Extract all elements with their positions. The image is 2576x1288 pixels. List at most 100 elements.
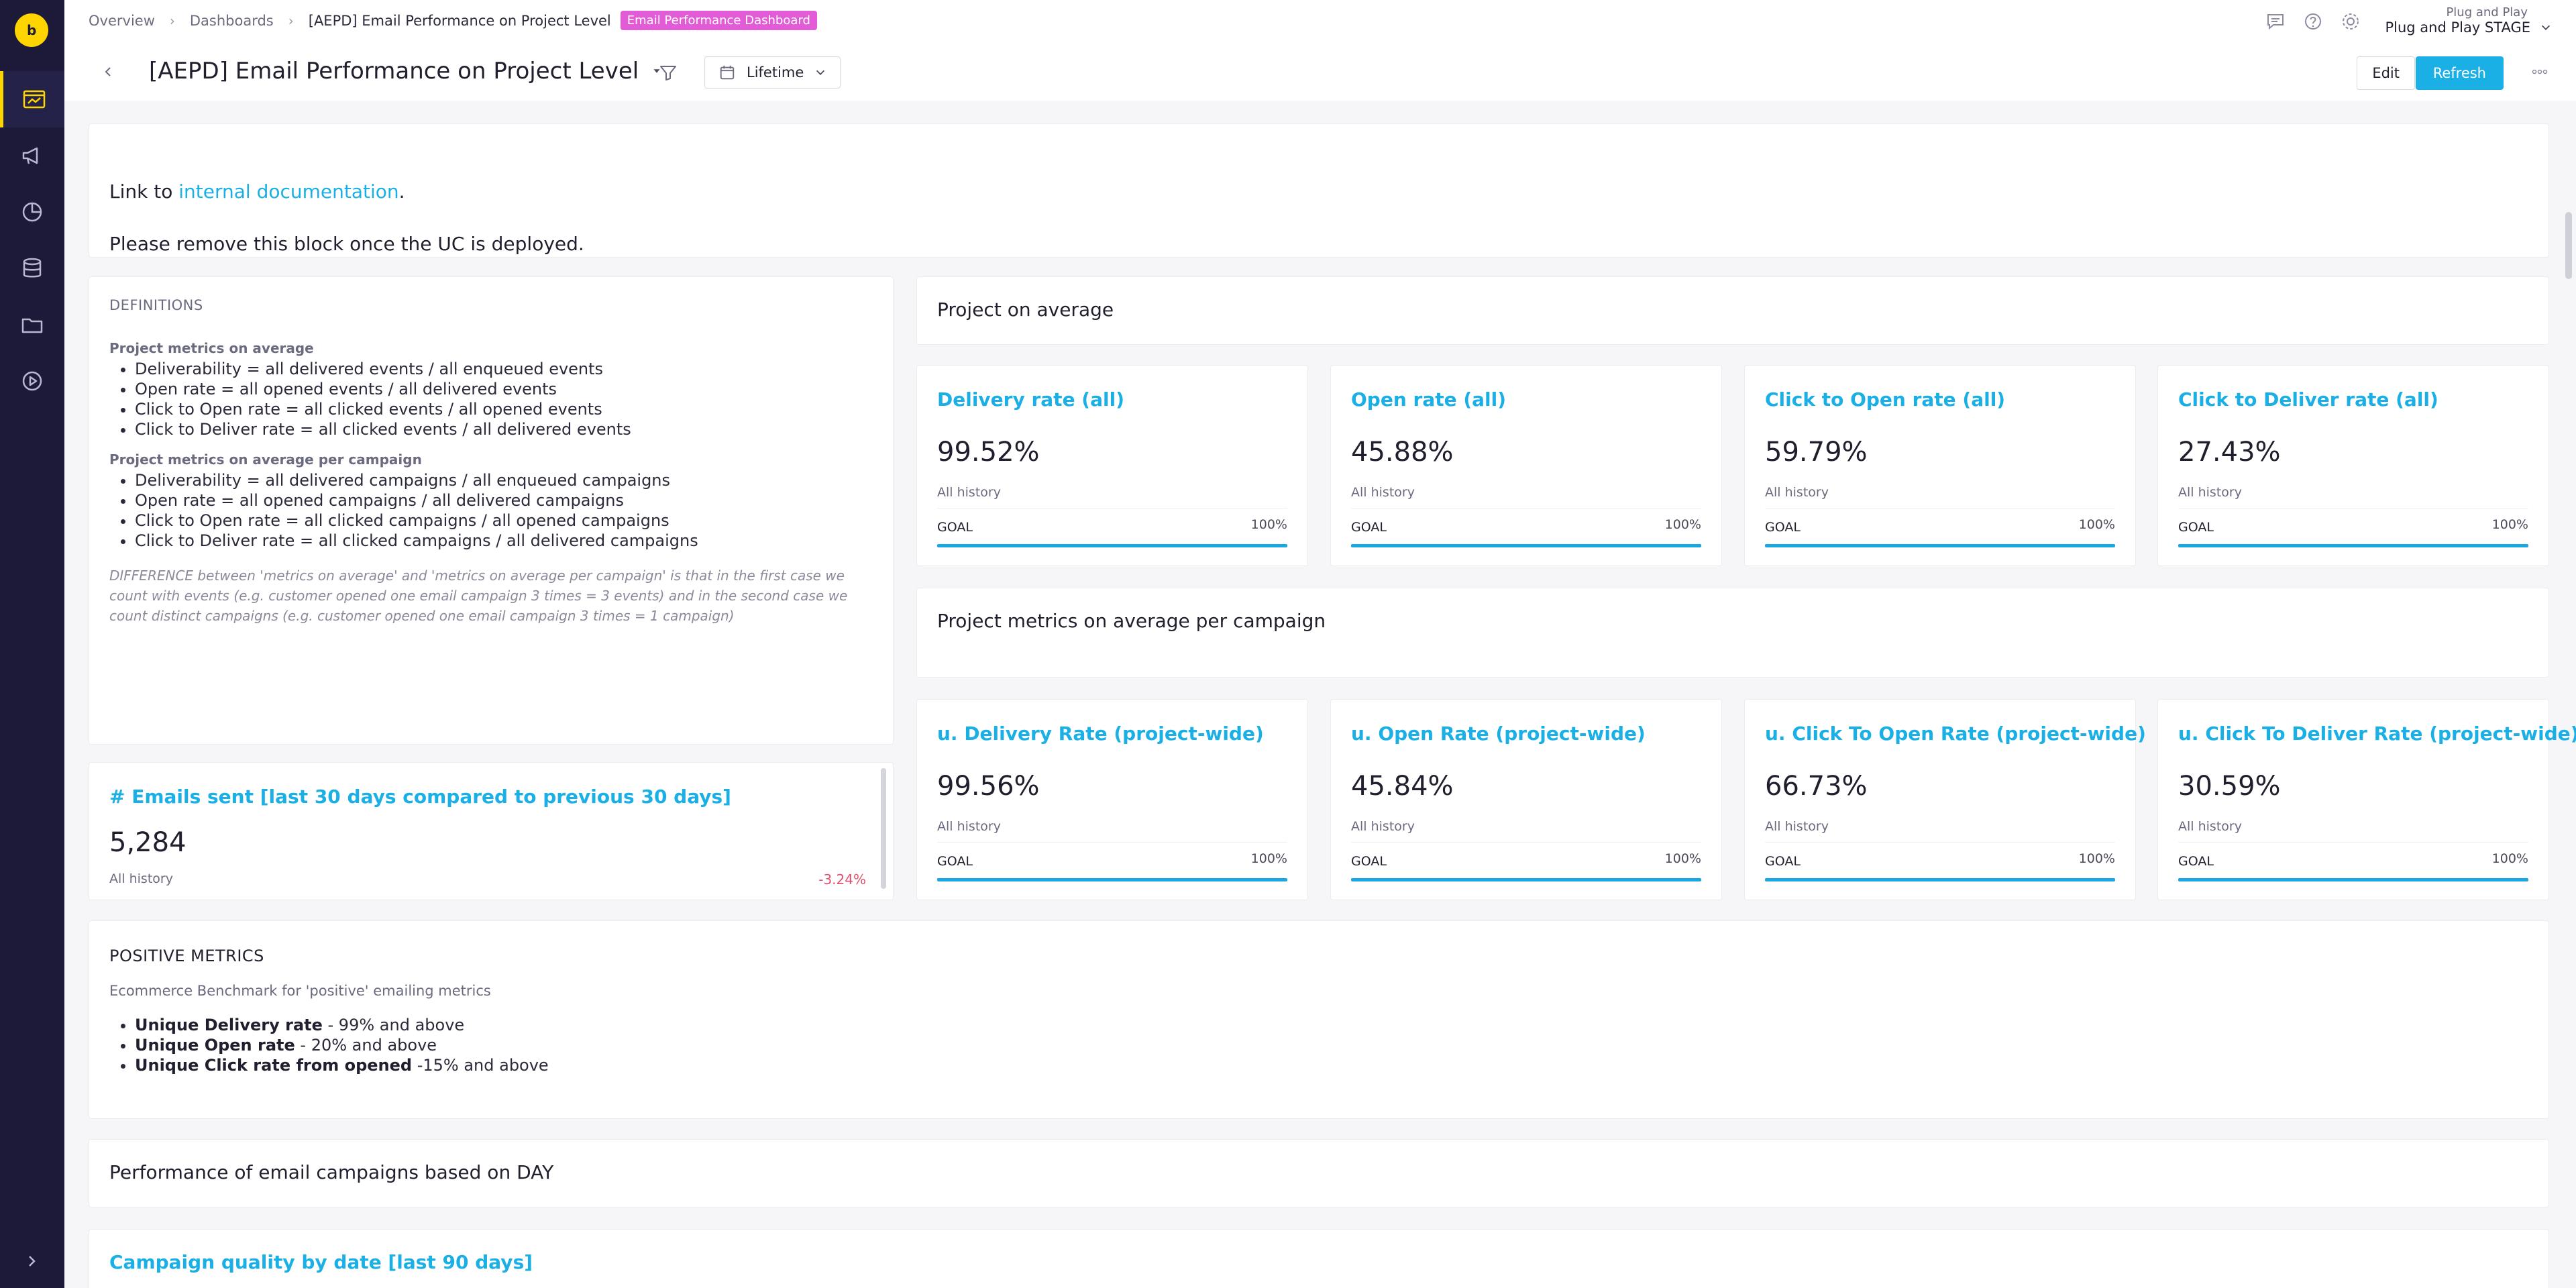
breadcrumb: Overview › Dashboards › [AEPD] Email Per… — [89, 11, 817, 30]
internal-documentation-link[interactable]: internal documentation — [178, 180, 399, 203]
org-name: Plug and Play — [2446, 5, 2528, 19]
campaign-quality-title[interactable]: Campaign quality by date [last 90 days] — [109, 1251, 533, 1273]
positive-metrics-heading: POSITIVE METRICS — [109, 947, 264, 965]
sidebar-item-assets[interactable] — [0, 297, 64, 353]
list-item: Unique Open rate - 20% and above — [135, 1035, 2528, 1055]
edit-button[interactable]: Edit — [2357, 56, 2415, 90]
filter-button[interactable] — [655, 59, 682, 86]
goal-percent: 100% — [2491, 851, 2528, 866]
comment-icon[interactable] — [2265, 11, 2286, 35]
page-title: [AEPD] Email Performance on Project Leve… — [149, 58, 639, 85]
section-per-campaign: Project metrics on average per campaign — [916, 588, 2549, 678]
definitions-group-2-list: Deliverability = all delivered campaigns… — [109, 470, 873, 551]
settings-gear-icon[interactable] — [2340, 11, 2361, 35]
project-switcher[interactable]: Plug and Play Plug and Play STAGE — [2385, 5, 2552, 36]
metric-card-u-delivery-rate[interactable]: u. Delivery Rate (project-wide) 99.56% A… — [916, 699, 1308, 900]
metric-title[interactable]: Open rate (all) — [1351, 388, 1507, 411]
sidebar-item-experiments[interactable] — [0, 353, 64, 409]
breadcrumb-dashboards[interactable]: Dashboards — [189, 12, 274, 29]
metric-title[interactable]: u. Click To Open Rate (project-wide) — [1765, 722, 2146, 745]
metric-title[interactable]: u. Open Rate (project-wide) — [1351, 722, 1646, 745]
metric-title[interactable]: Delivery rate (all) — [937, 388, 1124, 411]
campaign-quality-card[interactable]: Campaign quality by date [last 90 days] — [89, 1229, 2549, 1288]
list-item: Deliverability = all delivered campaigns… — [135, 470, 873, 490]
section-title: Project metrics on average per campaign — [937, 610, 1326, 632]
card-scrollbar[interactable] — [881, 768, 886, 889]
expand-sidebar-button[interactable] — [20, 1249, 44, 1273]
chevron-left-icon — [105, 67, 111, 76]
more-horizontal-icon — [2532, 69, 2548, 74]
goal-label: GOAL — [1765, 520, 1801, 535]
date-range-select[interactable]: Lifetime — [704, 56, 841, 89]
pie-chart-icon — [22, 202, 42, 222]
sidebar-item-campaigns[interactable] — [0, 127, 64, 184]
goal-progress-bar — [2178, 544, 2528, 547]
definitions-group-2-title: Project metrics on average per campaign — [109, 451, 422, 468]
goal-percent: 100% — [2491, 517, 2528, 532]
help-icon[interactable] — [2302, 11, 2324, 35]
metric-card-click-to-deliver-rate[interactable]: Click to Deliver rate (all) 27.43% All h… — [2157, 365, 2549, 566]
definitions-group-1-list: Deliverability = all delivered events / … — [109, 359, 873, 439]
metric-title[interactable]: Click to Open rate (all) — [1765, 388, 2006, 411]
metric-card-click-to-open-rate[interactable]: Click to Open rate (all) 59.79% All hist… — [1744, 365, 2136, 566]
project-name: Plug and Play STAGE — [2385, 19, 2530, 36]
chevron-right-icon — [29, 1256, 36, 1267]
goal-progress-bar — [937, 878, 1287, 881]
goal-progress-bar — [2178, 878, 2528, 881]
section-performance-by-day: Performance of email campaigns based on … — [89, 1139, 2549, 1208]
metric-title[interactable]: Click to Deliver rate (all) — [2178, 388, 2438, 411]
date-range-value: Lifetime — [747, 64, 804, 80]
info-prefix: Link to — [109, 180, 179, 203]
goal-label: GOAL — [937, 854, 973, 869]
list-item: Open rate = all opened campaigns / all d… — [135, 490, 873, 511]
metric-card-open-rate[interactable]: Open rate (all) 45.88% All history GOAL … — [1330, 365, 1722, 566]
metric-card-u-click-to-deliver-rate[interactable]: u. Click To Deliver Rate (project-wide) … — [2157, 699, 2576, 900]
more-options-button[interactable] — [2528, 62, 2552, 82]
section-title: Performance of email campaigns based on … — [109, 1161, 554, 1183]
list-item: Open rate = all opened events / all deli… — [135, 379, 873, 399]
goal-percent: 100% — [1664, 851, 1701, 866]
goal-progress-bar — [1351, 544, 1701, 547]
metric-title[interactable]: u. Click To Deliver Rate (project-wide) — [2178, 722, 2576, 745]
sidebar-item-analyses[interactable] — [0, 184, 64, 240]
page-scrollbar[interactable] — [2565, 212, 2572, 279]
metric-card-u-open-rate[interactable]: u. Open Rate (project-wide) 45.84% All h… — [1330, 699, 1722, 900]
megaphone-icon — [22, 147, 38, 164]
divider — [1765, 842, 2115, 843]
list-item: Deliverability = all delivered events / … — [135, 359, 873, 379]
info-line-1: Link to internal documentation. — [109, 180, 405, 203]
definitions-note: DIFFERENCE between 'metrics on average' … — [109, 568, 848, 624]
brand-logo[interactable]: b — [15, 13, 48, 47]
dashboard-content: Link to internal documentation. Please r… — [64, 101, 2576, 1288]
sidebar-item-data[interactable] — [0, 240, 64, 297]
filter-icon — [660, 66, 676, 80]
metric-history: All history — [937, 819, 1001, 834]
divider — [1351, 842, 1701, 843]
emails-sent-title[interactable]: # Emails sent [last 30 days compared to … — [109, 786, 731, 808]
svg-text:b: b — [27, 22, 36, 38]
metric-history: All history — [1765, 485, 1829, 500]
dashboard-title-dropdown[interactable]: [AEPD] Email Performance on Project Leve… — [149, 58, 663, 85]
metric-value: 45.88% — [1351, 437, 1454, 468]
top-bar: Overview › Dashboards › [AEPD] Email Per… — [64, 0, 2576, 43]
dashboard-header: [AEPD] Email Performance on Project Leve… — [64, 47, 2576, 98]
divider — [2178, 842, 2528, 843]
metric-card-delivery-rate[interactable]: Delivery rate (all) 99.52% All history G… — [916, 365, 1308, 566]
refresh-button[interactable]: Refresh — [2415, 56, 2504, 90]
list-item: Click to Deliver rate = all clicked even… — [135, 419, 873, 439]
back-button[interactable] — [98, 62, 118, 82]
goal-percent: 100% — [2078, 517, 2115, 532]
metric-history: All history — [937, 485, 1001, 500]
goal-percent: 100% — [1250, 851, 1287, 866]
metric-title[interactable]: u. Delivery Rate (project-wide) — [937, 722, 1264, 745]
metric-name: Unique Click rate from opened — [135, 1056, 413, 1075]
positive-metrics-subtitle: Ecommerce Benchmark for 'positive' email… — [109, 983, 491, 999]
breadcrumb-overview[interactable]: Overview — [89, 12, 155, 29]
emails-sent-card[interactable]: # Emails sent [last 30 days compared to … — [89, 762, 894, 900]
metric-value: 45.84% — [1351, 771, 1454, 802]
metric-card-u-click-to-open-rate[interactable]: u. Click To Open Rate (project-wide) 66.… — [1744, 699, 2146, 900]
definitions-group-1-title: Project metrics on average — [109, 340, 314, 356]
metric-value: 27.43% — [2178, 437, 2281, 468]
sidebar-item-dashboards[interactable] — [0, 71, 64, 127]
definitions-block: DEFINITIONS Project metrics on average D… — [89, 276, 894, 745]
